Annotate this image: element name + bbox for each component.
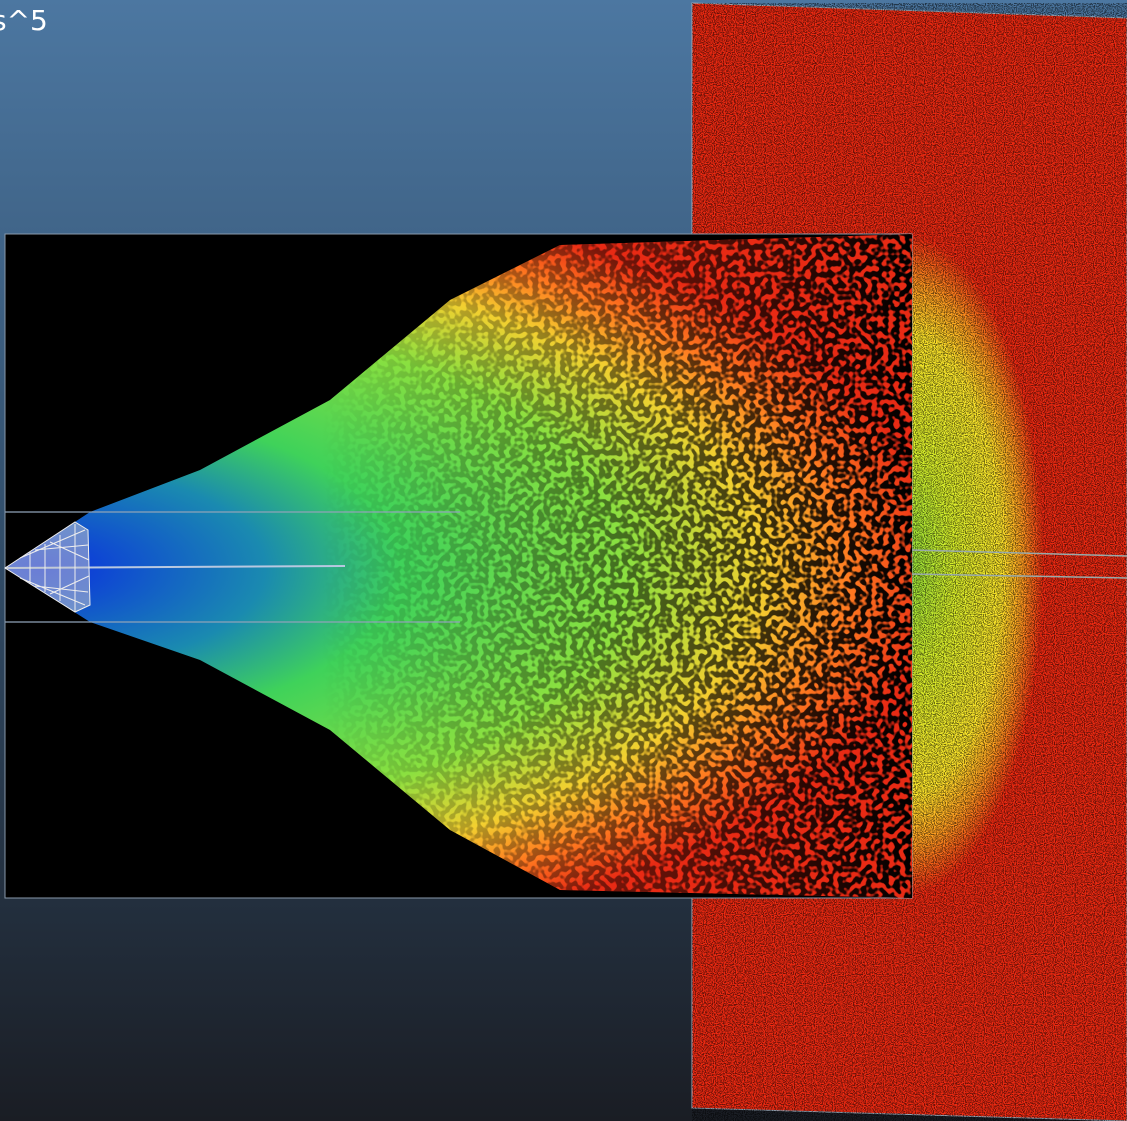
page: s^5 (() => { const data = JSON.parse(doc… (0, 0, 1127, 1121)
overlay-label: s^5 (0, 4, 48, 37)
scene: s^5 (0, 0, 1127, 1121)
beam-panel (5, 234, 912, 898)
